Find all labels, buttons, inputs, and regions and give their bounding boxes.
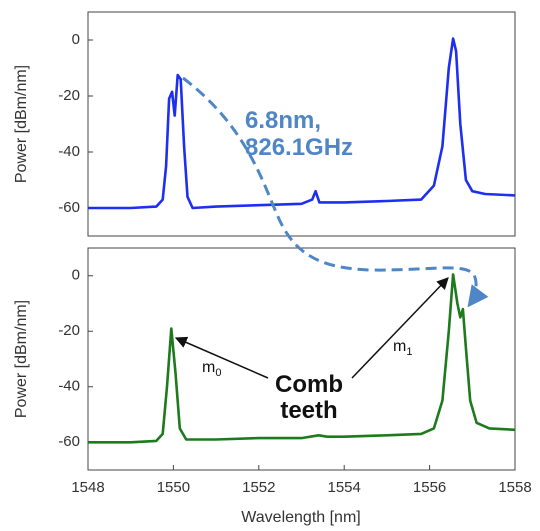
x-tick-label: 1550 <box>157 479 190 496</box>
x-tick-label: 1558 <box>498 479 531 496</box>
m1-label: m1 <box>393 338 412 358</box>
arrow-to-m1 <box>351 277 449 379</box>
x-tick-label: 1554 <box>328 479 361 496</box>
bottom-y-axis-label: Power [dBm/nm] <box>13 300 30 418</box>
bottom-y-tick-label: -60 <box>58 433 80 450</box>
top-y-tick-label: -60 <box>58 199 80 216</box>
bottom-y-ticks: 0 -20 -40 -60 <box>58 267 93 450</box>
comb-teeth-label-line2: teeth <box>280 397 337 424</box>
top-panel: 0 -20 -40 -60 Power [dBm/nm] 6.8nm, 826.1GH… <box>13 11 516 237</box>
bottom-panel: 0 -20 -40 -60 1548 1550 1552 1554 1556 1558 Powe… <box>13 247 532 526</box>
top-y-ticks: 0 -20 -40 -60 <box>58 31 93 216</box>
x-axis-label: Wavelength [nm] <box>241 509 360 526</box>
comb-teeth-label-line1: Comb <box>275 371 343 398</box>
top-y-axis-label: Power [dBm/nm] <box>13 65 30 183</box>
top-y-tick-label: 0 <box>72 31 80 48</box>
arrow-to-m0 <box>174 336 269 379</box>
bottom-y-tick-label: -20 <box>58 322 80 339</box>
spacing-annotation-line1: 6.8nm, <box>245 107 321 134</box>
bottom-spectrum-line <box>88 273 516 444</box>
x-tick-label: 1556 <box>413 479 446 496</box>
bottom-x-ticks: 1548 1550 1552 1554 1556 1558 <box>71 465 532 496</box>
top-y-tick-label: -20 <box>58 87 80 104</box>
x-tick-label: 1548 <box>71 479 104 496</box>
x-tick-label: 1552 <box>242 479 275 496</box>
bottom-plot-frame <box>87 247 516 471</box>
top-plot-frame <box>87 11 516 237</box>
top-y-tick-label: -40 <box>58 143 80 160</box>
spacing-annotation-line2: 826.1GHz <box>245 134 353 161</box>
m0-label: m0 <box>202 359 221 379</box>
top-spectrum-line <box>88 37 516 210</box>
shift-arrow <box>182 76 489 308</box>
bottom-y-tick-label: -40 <box>58 378 80 395</box>
bottom-y-tick-label: 0 <box>72 267 80 284</box>
